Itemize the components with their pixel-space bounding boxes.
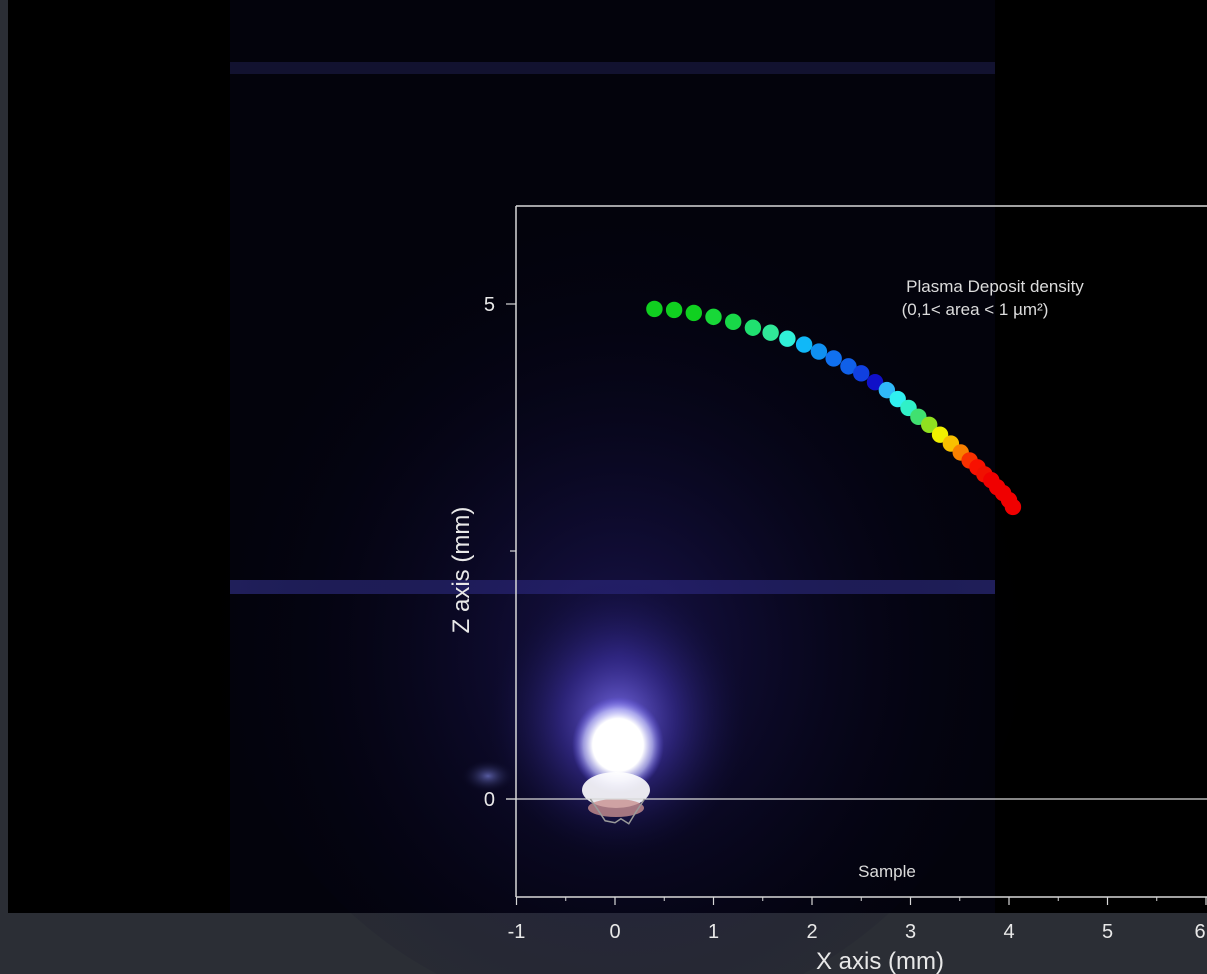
- plasma-side-spot: [462, 760, 514, 792]
- x-axis-label: X axis (mm): [816, 948, 944, 974]
- x-tick-label: 4: [1003, 921, 1014, 943]
- data-point: [1004, 498, 1022, 516]
- axes: -1 0 1 2 3 4 5 6 05: [484, 205, 1207, 943]
- data-point: [840, 358, 857, 375]
- data-point: [810, 343, 828, 360]
- data-point: [889, 390, 906, 408]
- data-point: [921, 416, 938, 433]
- y-axis-label: Z axis (mm): [448, 507, 475, 634]
- data-point: [685, 304, 702, 322]
- x-tick-label: 2: [806, 921, 817, 943]
- x-tick-label: 3: [905, 921, 916, 943]
- annotation-density-line1: Plasma Deposit density: [906, 277, 1084, 296]
- data-point: [725, 313, 742, 331]
- y-tick-label: 5: [484, 294, 495, 316]
- annotation-sample: Sample: [858, 862, 916, 881]
- y-tick-label: 0: [484, 789, 495, 811]
- x-tick-label: 5: [1102, 921, 1113, 943]
- x-ticks: -1 0 1 2 3 4 5 6: [508, 897, 1207, 943]
- data-point: [795, 336, 813, 353]
- ambient-glow: [200, 100, 1040, 974]
- data-point: [853, 365, 870, 382]
- x-tick-label: 6: [1194, 921, 1205, 943]
- data-point: [825, 350, 842, 367]
- data-point: [705, 308, 722, 326]
- data-point: [665, 301, 683, 319]
- data-point: [646, 300, 663, 318]
- data-point: [878, 381, 896, 399]
- data-point: [931, 426, 949, 443]
- x-tick-label: 1: [708, 921, 719, 943]
- x-tick-label: 0: [609, 921, 620, 943]
- data-point: [762, 324, 779, 341]
- annotation-density-line2: (0,1< area < 1 µm²): [902, 300, 1049, 319]
- deposit-density-points: [646, 300, 1022, 516]
- chamber-band-top: [230, 62, 995, 74]
- y-ticks: 05: [484, 294, 516, 811]
- data-point: [866, 374, 884, 391]
- x-tick-label: -1: [508, 921, 526, 943]
- data-point: [744, 319, 762, 336]
- data-point: [779, 330, 796, 347]
- plasma-contact: [588, 799, 644, 817]
- sample-crater-profile: [589, 798, 646, 825]
- plasma-photo: [8, 0, 1207, 974]
- plasma-core: [572, 697, 664, 793]
